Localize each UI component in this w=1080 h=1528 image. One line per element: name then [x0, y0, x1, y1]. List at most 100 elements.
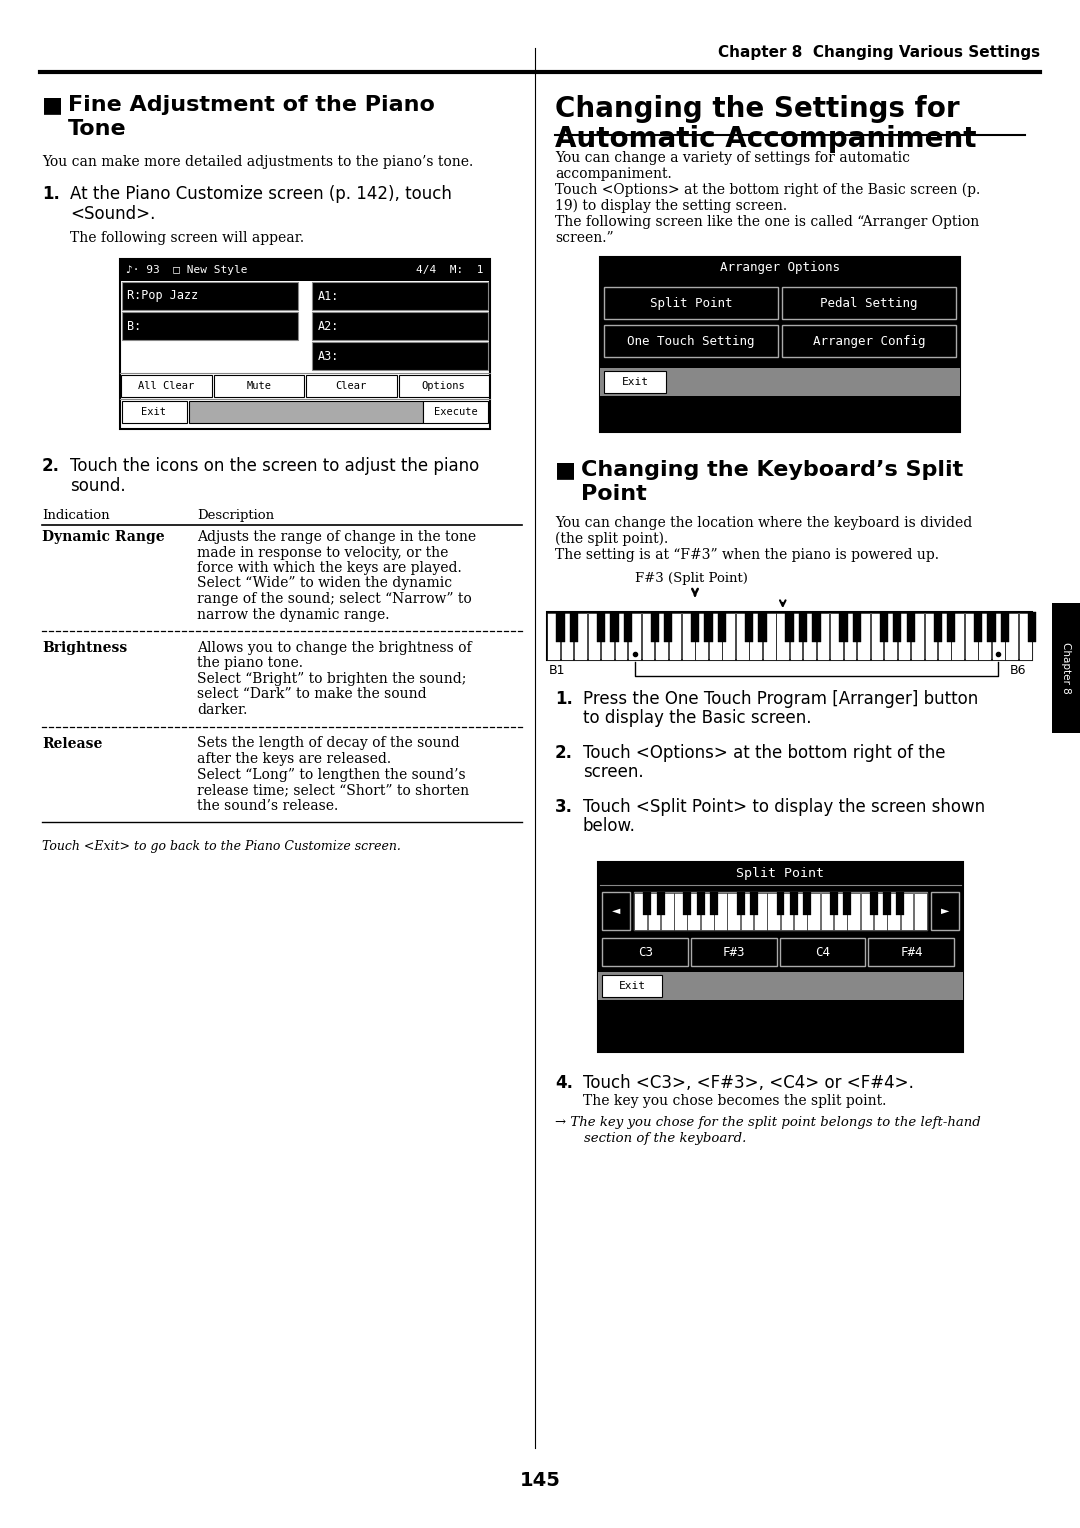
Bar: [714, 892, 727, 929]
Bar: [741, 892, 754, 929]
Text: Automatic Accompaniment: Automatic Accompaniment: [555, 125, 976, 153]
Bar: [924, 613, 937, 660]
Text: F#3: F#3: [723, 946, 745, 958]
Bar: [710, 892, 718, 915]
Bar: [735, 613, 748, 660]
Bar: [869, 892, 878, 915]
Bar: [885, 613, 896, 660]
Text: force with which the keys are played.: force with which the keys are played.: [197, 561, 462, 575]
Bar: [306, 374, 396, 397]
Bar: [906, 613, 915, 642]
Bar: [588, 613, 600, 660]
Bar: [758, 613, 767, 642]
Text: B6: B6: [1010, 665, 1026, 677]
Text: 1.: 1.: [42, 185, 59, 203]
Bar: [912, 613, 923, 660]
Bar: [642, 613, 654, 660]
Text: the piano tone.: the piano tone.: [197, 657, 303, 671]
Text: You can change a variety of settings for automatic: You can change a variety of settings for…: [555, 151, 910, 165]
Bar: [750, 613, 762, 660]
Bar: [650, 613, 659, 642]
Bar: [122, 283, 298, 310]
Text: Touch <Split Point> to display the screen shown: Touch <Split Point> to display the scree…: [583, 798, 985, 816]
Bar: [1005, 613, 1018, 660]
Bar: [896, 892, 904, 915]
Bar: [120, 260, 490, 281]
Bar: [789, 892, 798, 915]
Bar: [600, 257, 960, 432]
Bar: [964, 613, 977, 660]
Bar: [1001, 613, 1009, 642]
Bar: [423, 400, 488, 423]
Bar: [604, 371, 666, 393]
Text: Press the One Touch Program [Arranger] button: Press the One Touch Program [Arranger] b…: [583, 691, 978, 707]
Bar: [623, 613, 632, 642]
Text: C4: C4: [815, 946, 831, 958]
Bar: [808, 892, 820, 929]
Bar: [121, 374, 212, 397]
Text: The setting is at “F#3” when the piano is powered up.: The setting is at “F#3” when the piano i…: [555, 549, 939, 562]
Bar: [723, 613, 735, 660]
Bar: [843, 892, 851, 915]
Bar: [853, 613, 861, 642]
Bar: [933, 613, 942, 642]
Bar: [782, 325, 956, 358]
Text: Arranger Config: Arranger Config: [813, 335, 926, 347]
Bar: [600, 368, 960, 396]
Text: darker.: darker.: [197, 703, 247, 717]
Bar: [629, 613, 640, 660]
Bar: [600, 257, 960, 280]
Text: narrow the dynamic range.: narrow the dynamic range.: [197, 608, 390, 622]
Text: The following screen will appear.: The following screen will appear.: [70, 231, 305, 244]
Bar: [598, 862, 963, 885]
Bar: [931, 892, 959, 931]
Bar: [691, 613, 700, 642]
Bar: [888, 892, 900, 929]
Text: At the Piano Customize screen (p. 142), touch: At the Piano Customize screen (p. 142), …: [70, 185, 451, 203]
Bar: [914, 892, 927, 929]
Bar: [570, 613, 578, 642]
Bar: [656, 613, 667, 660]
Text: B1: B1: [549, 665, 566, 677]
Bar: [843, 613, 856, 660]
Text: screen.: screen.: [583, 762, 644, 781]
Bar: [861, 892, 874, 929]
Text: Exit: Exit: [621, 377, 648, 387]
Bar: [604, 287, 778, 319]
Bar: [762, 613, 775, 660]
Text: accompaniment.: accompaniment.: [555, 167, 672, 180]
Bar: [868, 938, 954, 966]
Bar: [789, 613, 802, 660]
Bar: [684, 892, 691, 915]
Bar: [839, 613, 848, 642]
Text: release time; select “Short” to shorten: release time; select “Short” to shorten: [197, 782, 469, 798]
Text: Touch <Options> at the bottom right of the Basic screen (p.: Touch <Options> at the bottom right of t…: [555, 183, 981, 197]
Text: 19) to display the setting screen.: 19) to display the setting screen.: [555, 199, 787, 214]
Text: Options: Options: [422, 380, 465, 391]
Text: Changing the Keyboard’s Split: Changing the Keyboard’s Split: [581, 460, 963, 480]
Text: Chapter 8: Chapter 8: [1061, 642, 1071, 694]
Bar: [897, 613, 910, 660]
Bar: [556, 613, 565, 642]
Bar: [1018, 613, 1031, 660]
Bar: [697, 892, 704, 915]
Text: Adjusts the range of change in the tone: Adjusts the range of change in the tone: [197, 530, 476, 544]
Text: Select “Long” to lengthen the sound’s: Select “Long” to lengthen the sound’s: [197, 767, 465, 781]
Bar: [804, 892, 811, 915]
Text: Mute: Mute: [246, 380, 271, 391]
Bar: [804, 613, 816, 660]
Bar: [701, 892, 714, 929]
Bar: [794, 892, 807, 929]
Bar: [718, 613, 727, 642]
Text: Clear: Clear: [336, 380, 367, 391]
Bar: [688, 892, 700, 929]
Text: Execute: Execute: [434, 406, 477, 417]
Bar: [883, 892, 891, 915]
Text: 1.: 1.: [555, 691, 572, 707]
Text: the sound’s release.: the sound’s release.: [197, 799, 338, 813]
Text: ■: ■: [555, 460, 576, 480]
Text: Dynamic Range: Dynamic Range: [42, 530, 164, 544]
Text: ♪· 93  □ New Style: ♪· 93 □ New Style: [126, 264, 247, 275]
Bar: [848, 892, 860, 929]
Bar: [987, 613, 996, 642]
